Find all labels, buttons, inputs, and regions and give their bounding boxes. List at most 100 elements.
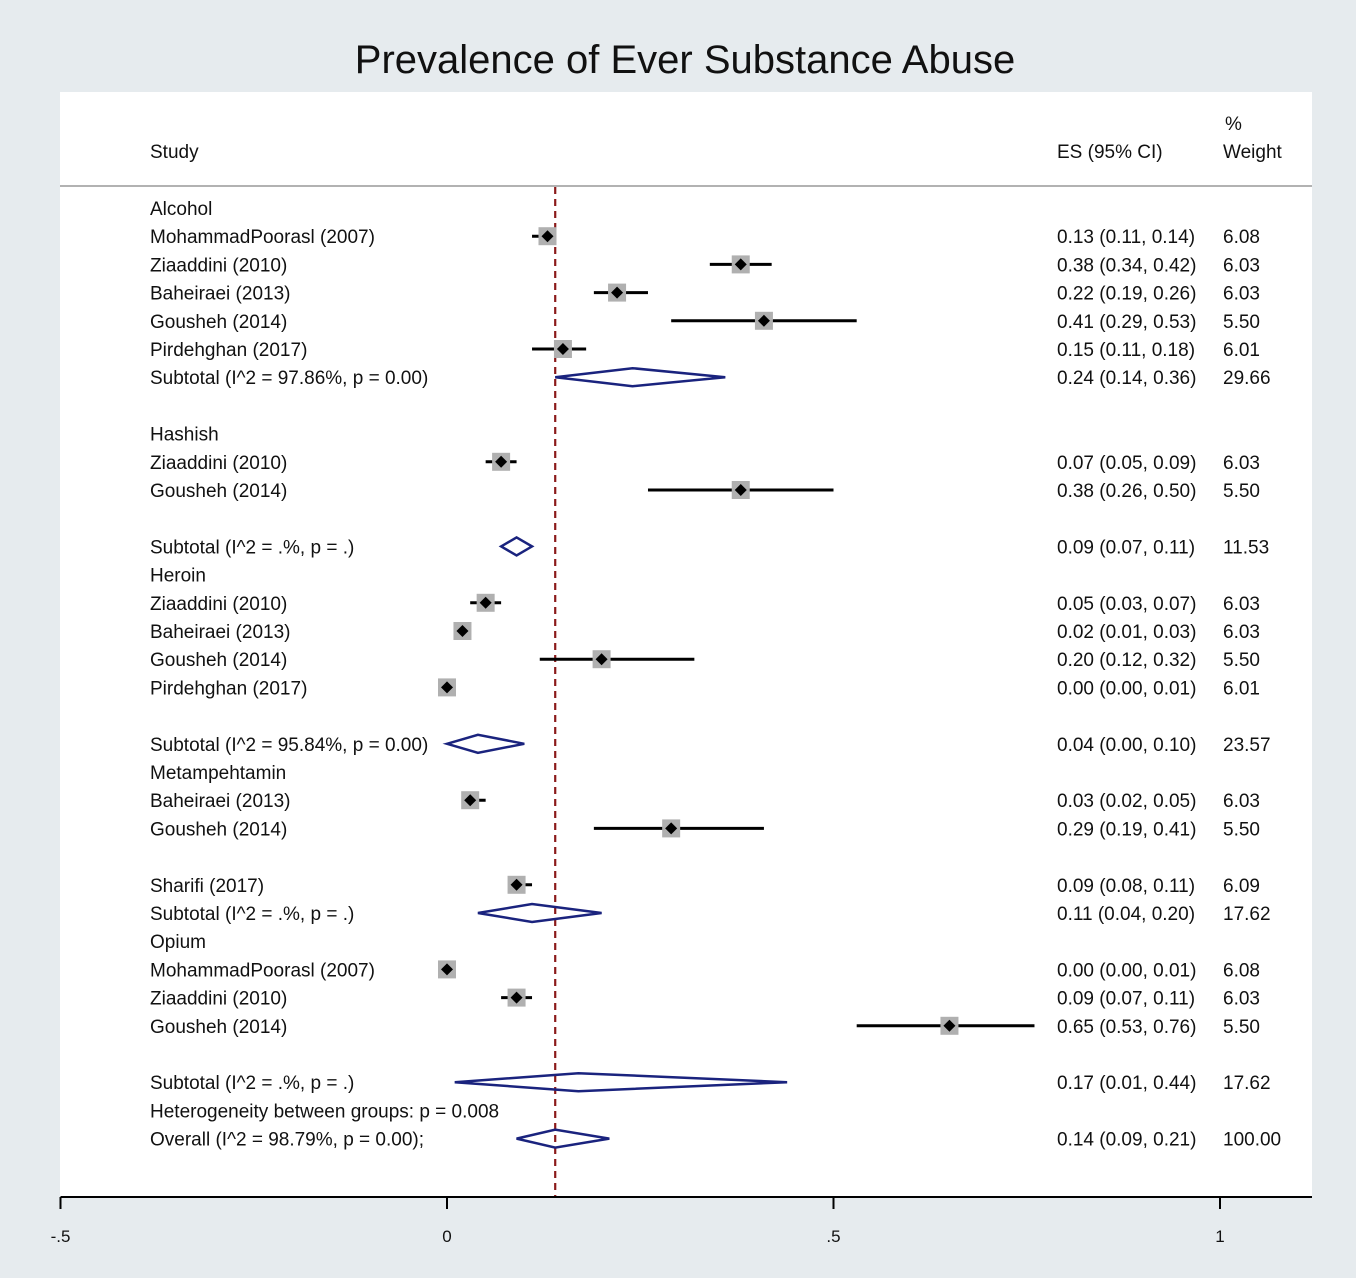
summary-diamond-28 [516,1128,610,1149]
point-estimate-15 [441,681,453,694]
row-label-9: Gousheh (2014) [150,481,287,502]
row-label-25: Gousheh (2014) [150,1017,287,1038]
point-estimate-4 [757,314,770,327]
weight-text-18: 6.03 [1223,791,1260,812]
weight-text-14: 5.50 [1223,650,1260,671]
row-label-22: Opium [150,932,206,953]
row-label-6: Subtotal (I^2 = 97.86%, p = 0.00) [150,368,428,389]
weight-text-24: 6.03 [1223,989,1260,1010]
summary-diamond-16 [442,733,525,755]
row-label-18: Baheiraei (2013) [150,791,290,812]
point-estimate-9 [734,484,747,496]
point-estimate-18 [464,794,477,807]
ci-text-21: 0.11 (0.04, 0.20) [1057,904,1195,925]
point-estimate-2 [734,258,747,271]
ci-text-23: 0.00 (0.00, 0.01) [1057,960,1196,981]
ci-text-14: 0.20 (0.12, 0.32) [1057,650,1196,671]
weight-text-9: 5.50 [1223,481,1260,502]
ci-text-8: 0.07 (0.05, 0.09) [1057,453,1196,474]
ci-text-4: 0.41 (0.29, 0.53) [1057,312,1196,333]
weight-text-23: 6.08 [1223,960,1260,981]
row-label-11: Heroin [150,566,206,587]
row-label-24: Ziaaddini (2010) [150,989,287,1010]
ci-text-25: 0.65 (0.53, 0.76) [1057,1017,1196,1038]
point-estimate-1 [541,230,554,243]
ci-text-9: 0.38 (0.26, 0.50) [1057,481,1196,502]
row-label-15: Pirdehghan (2017) [150,678,307,699]
ci-text-16: 0.04 (0.00, 0.10) [1057,735,1196,756]
point-estimate-8 [495,455,508,468]
point-estimate-12 [479,596,492,609]
header-weight-pct: % [1225,114,1242,135]
weight-text-10: 11.53 [1223,537,1269,558]
ci-text-2: 0.38 (0.34, 0.42) [1057,255,1196,276]
header-es: ES (95% CI) [1057,142,1163,163]
weight-text-2: 6.03 [1223,255,1260,276]
point-estimate-14 [595,653,608,666]
row-label-17: Metampehtamin [150,763,286,784]
row-label-19: Gousheh (2014) [150,819,287,840]
ci-text-20: 0.09 (0.08, 0.11) [1057,876,1195,897]
ci-text-18: 0.03 (0.02, 0.05) [1057,791,1196,812]
row-label-28: Overall (I^2 = 98.79%, p = 0.00); [150,1130,424,1151]
weight-text-26: 17.62 [1223,1073,1271,1094]
row-label-5: Pirdehghan (2017) [150,340,307,361]
x-tick-label-0: -.5 [51,1227,71,1246]
point-estimate-13 [456,625,469,637]
weight-text-1: 6.08 [1223,227,1260,248]
point-estimate-19 [665,822,678,835]
ci-text-12: 0.05 (0.03, 0.07) [1057,594,1196,615]
summary-diamond-6 [555,366,726,388]
weight-text-16: 23.57 [1223,735,1271,756]
x-tick-label-2: .5 [826,1227,840,1246]
ci-text-24: 0.09 (0.07, 0.11) [1057,989,1195,1010]
summary-diamond-10 [498,535,535,557]
weight-text-12: 6.03 [1223,594,1260,615]
row-label-23: MohammadPoorasl (2007) [150,960,375,981]
chart-title: Prevalence of Ever Substance Abuse [354,38,1016,82]
header-weight: Weight [1223,142,1283,163]
point-estimate-25 [943,1019,956,1032]
point-estimate-20 [510,878,523,891]
ci-text-6: 0.24 (0.14, 0.36) [1057,368,1196,389]
ci-text-13: 0.02 (0.01, 0.03) [1057,622,1196,643]
weight-text-21: 17.62 [1223,904,1271,925]
weight-text-3: 6.03 [1223,284,1260,305]
x-tick-label-3: 1 [1215,1227,1224,1246]
weight-text-28: 100.00 [1223,1130,1281,1151]
header-study: Study [150,142,199,163]
row-label-16: Subtotal (I^2 = 95.84%, p = 0.00) [150,735,428,756]
point-estimate-23 [441,963,453,976]
weight-text-4: 5.50 [1223,312,1260,333]
point-estimate-24 [510,991,523,1004]
row-label-13: Baheiraei (2013) [150,622,290,643]
weight-text-5: 6.01 [1223,340,1260,361]
row-label-20: Sharifi (2017) [150,876,264,897]
row-label-27: Heterogeneity between groups: p = 0.008 [150,1101,499,1122]
weight-text-25: 5.50 [1223,1017,1260,1038]
row-label-3: Baheiraei (2013) [150,284,290,305]
point-estimate-3 [611,286,624,299]
row-label-8: Ziaaddini (2010) [150,453,287,474]
ci-text-19: 0.29 (0.19, 0.41) [1057,819,1196,840]
row-label-14: Gousheh (2014) [150,650,287,671]
weight-text-15: 6.01 [1223,678,1260,699]
ci-text-28: 0.14 (0.09, 0.21) [1057,1130,1196,1151]
weight-text-8: 6.03 [1223,453,1260,474]
ci-text-1: 0.13 (0.11, 0.14) [1057,227,1195,248]
weight-text-13: 6.03 [1223,622,1260,643]
row-label-10: Subtotal (I^2 = .%, p = .) [150,537,354,558]
summary-diamond-26 [454,1071,788,1093]
weight-text-20: 6.09 [1223,876,1260,897]
ci-text-10: 0.09 (0.07, 0.11) [1057,537,1195,558]
ci-text-15: 0.00 (0.00, 0.01) [1057,678,1196,699]
row-label-21: Subtotal (I^2 = .%, p = .) [150,904,354,925]
ci-text-3: 0.22 (0.19, 0.26) [1057,284,1196,305]
weight-text-6: 29.66 [1223,368,1271,389]
row-label-12: Ziaaddini (2010) [150,594,287,615]
row-label-1: MohammadPoorasl (2007) [150,227,375,248]
row-label-0: Alcohol [150,199,212,220]
weight-text-19: 5.50 [1223,819,1260,840]
plot-panel [60,92,1312,1197]
x-tick-label-1: 0 [442,1227,451,1246]
